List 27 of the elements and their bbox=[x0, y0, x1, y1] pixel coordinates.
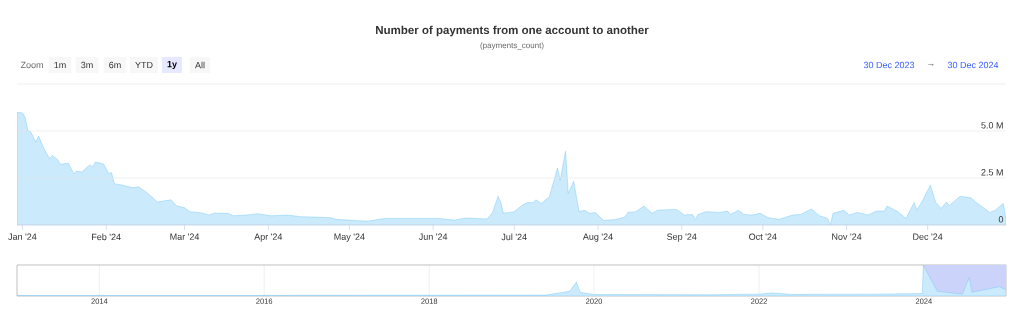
x-tick-label: Oct '24 bbox=[749, 233, 777, 240]
y-tick-label: 2.5 M bbox=[981, 169, 1003, 176]
y-tick-label: 0 bbox=[998, 216, 1004, 223]
text: YTD bbox=[135, 61, 153, 69]
text: 1m bbox=[54, 61, 66, 69]
text: All bbox=[195, 61, 205, 69]
x-tick-label: Jun '24 bbox=[418, 233, 448, 240]
x-tick-label: Feb '24 bbox=[92, 233, 121, 241]
x-tick-label: Nov '24 bbox=[832, 233, 862, 240]
x-tick-label: Mar '24 bbox=[170, 233, 200, 240]
x-tick-label: Jul '24 bbox=[501, 233, 527, 241]
chart-subtitle: (payments_count) bbox=[480, 42, 544, 50]
text: 1y bbox=[167, 60, 177, 70]
x-tick-label: Dec '24 bbox=[913, 233, 943, 240]
y-tick-label: 5.0 M bbox=[981, 122, 1003, 129]
text: 30 Dec 2024 bbox=[947, 61, 999, 69]
x-tick-label: Apr '24 bbox=[254, 233, 283, 242]
text: → bbox=[928, 63, 934, 66]
text: 3m bbox=[81, 61, 93, 69]
x-tick-label: May '24 bbox=[334, 233, 365, 242]
chart-title: Number of payments from one account to another bbox=[376, 25, 649, 37]
x-tick-label: Sep '24 bbox=[667, 233, 697, 242]
text: 30 Dec 2023 bbox=[863, 61, 915, 69]
x-tick-label: Jan '24 bbox=[8, 233, 37, 240]
x-tick-label: Aug '24 bbox=[582, 233, 613, 242]
text: Zoom bbox=[20, 61, 43, 69]
text: 6m bbox=[109, 61, 121, 69]
